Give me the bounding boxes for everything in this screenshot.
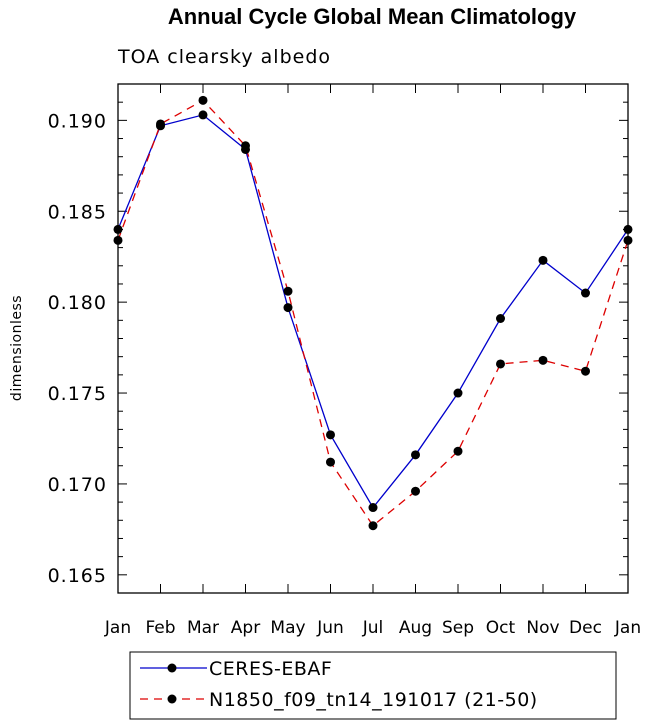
series-1-point [496, 359, 505, 369]
series-1-point [453, 446, 463, 456]
series-1-point [156, 119, 165, 129]
y-tick-label: 0.185 [48, 201, 107, 223]
y-tick-labels: 0.165 0.170 0.175 0.180 0.185 0.190 [48, 110, 107, 587]
y-axis-label: dimensionless [9, 295, 25, 401]
plot-frame [117, 83, 629, 594]
x-tick-label: Feb [145, 618, 175, 638]
legend-marker-ceres [167, 663, 177, 673]
x-tick-label: Dec [569, 618, 602, 638]
x-tick-label: Apr [231, 618, 260, 638]
chart-title: Annual Cycle Global Mean Climatology [168, 4, 577, 29]
series-1-point [538, 355, 548, 365]
y-tick-label: 0.170 [48, 474, 107, 496]
x-tick-label: Oct [486, 618, 516, 638]
series-1-point [368, 521, 378, 531]
series-1-point [623, 235, 633, 245]
x-tick-label: Mar [187, 618, 219, 638]
series-1-point [113, 235, 123, 245]
x-tick-label: Jan [614, 618, 641, 638]
chart-subtitle: TOA clearsky albedo [117, 46, 331, 68]
series-0-point [411, 450, 420, 460]
series-0-point [496, 314, 505, 324]
x-tick-labels: Jan Feb Mar Apr May Jun Jul Aug Sep Oct Nov Dec Jan [104, 618, 641, 638]
series-0-point [453, 388, 463, 398]
x-tick-label: Sep [442, 618, 474, 638]
series-0-point [581, 288, 590, 298]
series-1-point [581, 366, 590, 376]
series-1-point [411, 486, 420, 496]
y-tick-label: 0.180 [48, 292, 107, 314]
x-tick-label: Nov [526, 618, 559, 638]
series-markers [113, 95, 633, 531]
series-0-point [326, 430, 335, 440]
series-0-point [198, 110, 208, 120]
legend-label-model: N1850_f09_tn14_191017 (21-50) [209, 689, 538, 711]
x-tick-label: Jun [316, 618, 344, 638]
legend-marker-model [167, 694, 177, 704]
series-1-point [283, 286, 293, 296]
series-line-0 [117, 114, 629, 509]
legend-label-ceres: CERES-EBAF [209, 658, 332, 680]
y-tick-label: 0.175 [48, 383, 107, 405]
series-0-point [368, 503, 378, 513]
series-1-point [198, 95, 208, 105]
series-1-point [241, 141, 250, 151]
y-tick-label: 0.190 [48, 110, 107, 132]
legend-box [129, 651, 617, 720]
axis-ticks [117, 83, 629, 594]
x-tick-label: Jan [104, 618, 131, 638]
series-lines [117, 99, 629, 527]
x-tick-label: Jul [362, 618, 384, 638]
series-0-point [283, 303, 293, 313]
series-0-point [113, 224, 123, 234]
series-line-1 [117, 99, 629, 527]
x-tick-label: Aug [399, 618, 432, 638]
y-tick-label: 0.165 [48, 565, 107, 587]
series-0-point [538, 255, 548, 265]
legend: CERES-EBAF N1850_f09_tn14_191017 (21-50) [129, 651, 617, 720]
x-tick-label: May [270, 618, 305, 638]
series-1-point [326, 457, 335, 467]
series-0-point [623, 224, 633, 234]
